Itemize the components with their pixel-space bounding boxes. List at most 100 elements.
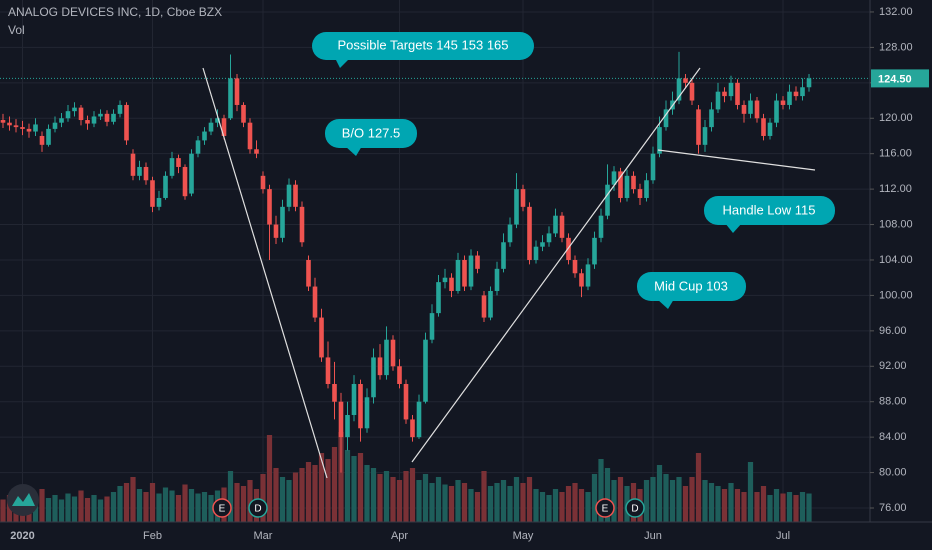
y-tick-label: 88.00 xyxy=(879,396,907,408)
volume-bar xyxy=(123,483,130,522)
volume-bar xyxy=(578,489,585,522)
volume-bar xyxy=(175,495,182,522)
candle-body xyxy=(397,366,402,384)
annotation: Mid Cup 103 xyxy=(637,272,746,309)
candle-body xyxy=(507,224,513,243)
candle-body xyxy=(442,277,448,283)
volume-bar xyxy=(546,495,552,522)
y-tick-label: 128.00 xyxy=(879,41,913,53)
candle-body xyxy=(306,259,311,287)
candle-body xyxy=(514,189,519,225)
candle-body xyxy=(345,414,350,438)
volume-bar xyxy=(357,453,364,522)
event-label: D xyxy=(254,504,261,515)
candle-body xyxy=(663,109,669,128)
candle-body xyxy=(598,215,604,238)
volume-bar xyxy=(435,477,442,522)
candle-body xyxy=(761,118,766,136)
volume-bar xyxy=(474,492,481,522)
candle-body xyxy=(494,268,500,291)
volume-bar xyxy=(65,493,71,522)
candle-body xyxy=(39,135,45,145)
candle-body xyxy=(618,171,623,198)
candle-body xyxy=(267,189,272,225)
annotation-text: Mid Cup 103 xyxy=(654,278,728,293)
volume-bar xyxy=(383,471,390,522)
volume-bar xyxy=(351,456,357,522)
candle-body xyxy=(754,100,760,119)
candle-body xyxy=(78,107,84,121)
y-tick-label: 116.00 xyxy=(879,148,912,160)
volume-bar xyxy=(234,483,240,522)
candle-body xyxy=(436,282,441,314)
volume-bar xyxy=(682,486,689,522)
volume-bar xyxy=(650,477,656,522)
candle-body xyxy=(26,128,32,132)
x-tick-label: Jun xyxy=(644,530,662,542)
candle-body xyxy=(637,189,643,198)
volume-bar xyxy=(0,499,6,522)
volume-bar xyxy=(312,465,318,522)
event-label: E xyxy=(219,504,226,515)
volume-bar xyxy=(565,486,572,522)
volume-bar xyxy=(409,468,416,522)
candle-body xyxy=(0,120,6,123)
volume-bar xyxy=(767,495,773,522)
event-label: E xyxy=(602,504,609,515)
candle-body xyxy=(33,124,38,132)
candle-body xyxy=(585,264,591,287)
candle-body xyxy=(286,184,292,207)
candle-body xyxy=(189,153,194,194)
candle-body xyxy=(728,82,734,97)
candle-body xyxy=(741,104,747,114)
candle-body xyxy=(423,339,428,402)
candle-body xyxy=(800,87,805,97)
volume-bar xyxy=(305,462,312,522)
candle-body xyxy=(260,175,266,190)
candle-body xyxy=(546,233,552,243)
candle-body xyxy=(293,184,298,207)
volume-bar xyxy=(500,480,507,522)
x-tick-label: 2020 xyxy=(10,530,34,542)
candle-body xyxy=(20,127,25,129)
candle-body xyxy=(137,166,142,176)
candle-body xyxy=(111,113,116,122)
candle-body xyxy=(46,128,51,145)
volume-bar xyxy=(468,489,474,522)
volume-bar xyxy=(552,489,559,522)
candle-body xyxy=(130,153,136,176)
candle-body xyxy=(455,259,461,291)
candle-body xyxy=(416,401,422,438)
volume-bar xyxy=(143,492,149,522)
volume-bar xyxy=(702,480,708,522)
candle-body xyxy=(429,313,435,340)
volume-bar xyxy=(526,477,533,522)
candle-body xyxy=(748,100,753,114)
volume-bar xyxy=(338,432,344,522)
candle-body xyxy=(195,140,201,154)
volume-bar xyxy=(149,483,156,522)
candle-body xyxy=(332,383,337,402)
candle-body xyxy=(644,180,649,198)
volume-bar xyxy=(136,489,143,522)
volume-bar xyxy=(559,492,565,522)
candle-body xyxy=(319,317,324,358)
volume-bar xyxy=(799,492,806,522)
volume-bar xyxy=(533,489,539,522)
candle-body xyxy=(605,184,610,216)
candle-body xyxy=(377,357,383,376)
candle-body xyxy=(806,78,812,88)
price-label-bg xyxy=(871,69,929,88)
volume-bar xyxy=(741,492,747,522)
volume-bar xyxy=(45,498,52,522)
volume-bar xyxy=(247,480,253,522)
volume-bar xyxy=(299,468,305,522)
event-marker xyxy=(248,498,268,518)
candle-body xyxy=(169,158,175,176)
volume-bar xyxy=(240,486,247,522)
symbol-title: ANALOG DEVICES INC, 1D, Cboe BZX xyxy=(8,5,222,19)
volume-bar xyxy=(58,499,65,522)
x-tick-label: Jul xyxy=(776,530,790,542)
volume-bar xyxy=(442,484,448,522)
